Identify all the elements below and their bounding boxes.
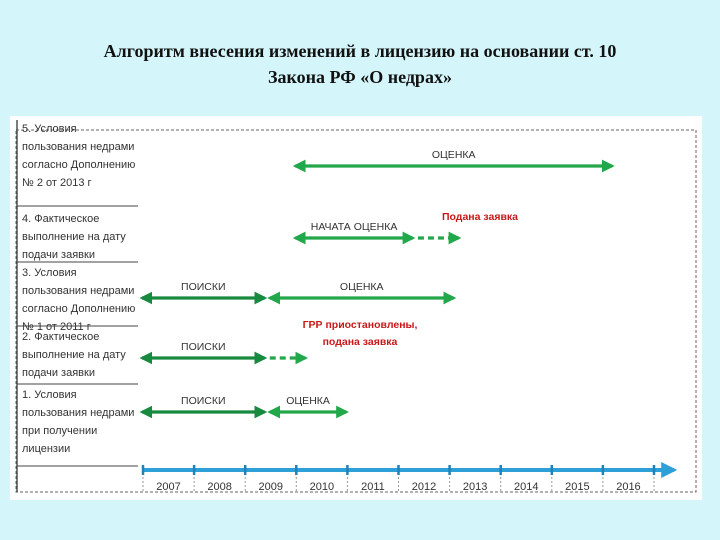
- year-label: 2016: [616, 481, 640, 493]
- row-label-3: 3. Условия пользования недрами согласно До…: [22, 267, 135, 333]
- timeline-diagram: 5. Условия пользования недрами согласно До…: [15, 120, 697, 493]
- row-label-line: выполнение на дату: [22, 349, 126, 361]
- period-label: ОЦЕНКА: [432, 149, 476, 161]
- status-note-line: ГРР приостановлены,: [303, 319, 418, 331]
- row-label-5: 5. Условия пользования недрами согласно До…: [22, 123, 135, 189]
- row-label-line: подачи заявки: [22, 367, 95, 379]
- row-label-line: пользования недрами: [22, 141, 134, 153]
- year-label: 2013: [463, 481, 487, 493]
- year-label: 2010: [310, 481, 334, 493]
- row-label-line: пользования недрами: [22, 407, 134, 419]
- year-label: 2014: [514, 481, 538, 493]
- diagram-panel: 5. Условия пользования недрами согласно До…: [10, 116, 702, 500]
- row-label-line: 4. Фактическое: [22, 213, 99, 225]
- year-label: 2012: [412, 481, 436, 493]
- row-label-line: при получении: [22, 425, 97, 437]
- period-label: ОЦЕНКА: [340, 281, 384, 293]
- row-label-line: № 1 от 2011 г: [22, 321, 91, 333]
- row-label-line: подачи заявки: [22, 249, 95, 261]
- period-label: ПОИСКИ: [181, 281, 226, 293]
- row-label-line: 5. Условия: [22, 123, 77, 135]
- row-label-2: 2. Фактическое выполнение на дату подачи з…: [22, 331, 126, 379]
- period-label: ОЦЕНКА: [286, 395, 330, 407]
- row-label-4: 4. Фактическое выполнение на дату подачи з…: [22, 213, 126, 261]
- period-label: НАЧАТА ОЦЕНКА: [311, 221, 398, 233]
- row-label-1: 1. Условия пользования недрами при получен…: [22, 389, 134, 455]
- row-label-line: пользования недрами: [22, 285, 134, 297]
- row-label-line: 2. Фактическое: [22, 331, 99, 343]
- row-label-line: 3. Условия: [22, 267, 77, 279]
- year-label: 2011: [361, 481, 385, 493]
- year-label: 2008: [207, 481, 231, 493]
- title-line-2: Закона РФ «О недрах»: [268, 67, 452, 87]
- row-label-line: 1. Условия: [22, 389, 77, 401]
- status-note: Подана заявка: [442, 211, 518, 223]
- row-label-line: лицензии: [22, 443, 70, 455]
- period-label: ПОИСКИ: [181, 341, 226, 353]
- year-label: 2007: [156, 481, 180, 493]
- row-label-line: № 2 от 2013 г: [22, 177, 92, 189]
- period-label: ПОИСКИ: [181, 395, 226, 407]
- row-label-line: согласно Дополнению: [22, 159, 135, 171]
- status-note: ГРР приостановлены, подана заявка: [303, 319, 418, 348]
- year-label: 2009: [259, 481, 283, 493]
- status-note-line: Подана заявка: [442, 211, 518, 223]
- year-label: 2015: [565, 481, 589, 493]
- title-line-1: Алгоритм внесения изменений в лицензию н…: [103, 41, 617, 61]
- row-label-line: выполнение на дату: [22, 231, 126, 243]
- outer-dashed-frame: [15, 129, 697, 493]
- status-note-line: подана заявка: [323, 336, 398, 348]
- row-label-line: согласно Дополнению: [22, 303, 135, 315]
- slide-title: Алгоритм внесения изменений в лицензию н…: [0, 38, 720, 90]
